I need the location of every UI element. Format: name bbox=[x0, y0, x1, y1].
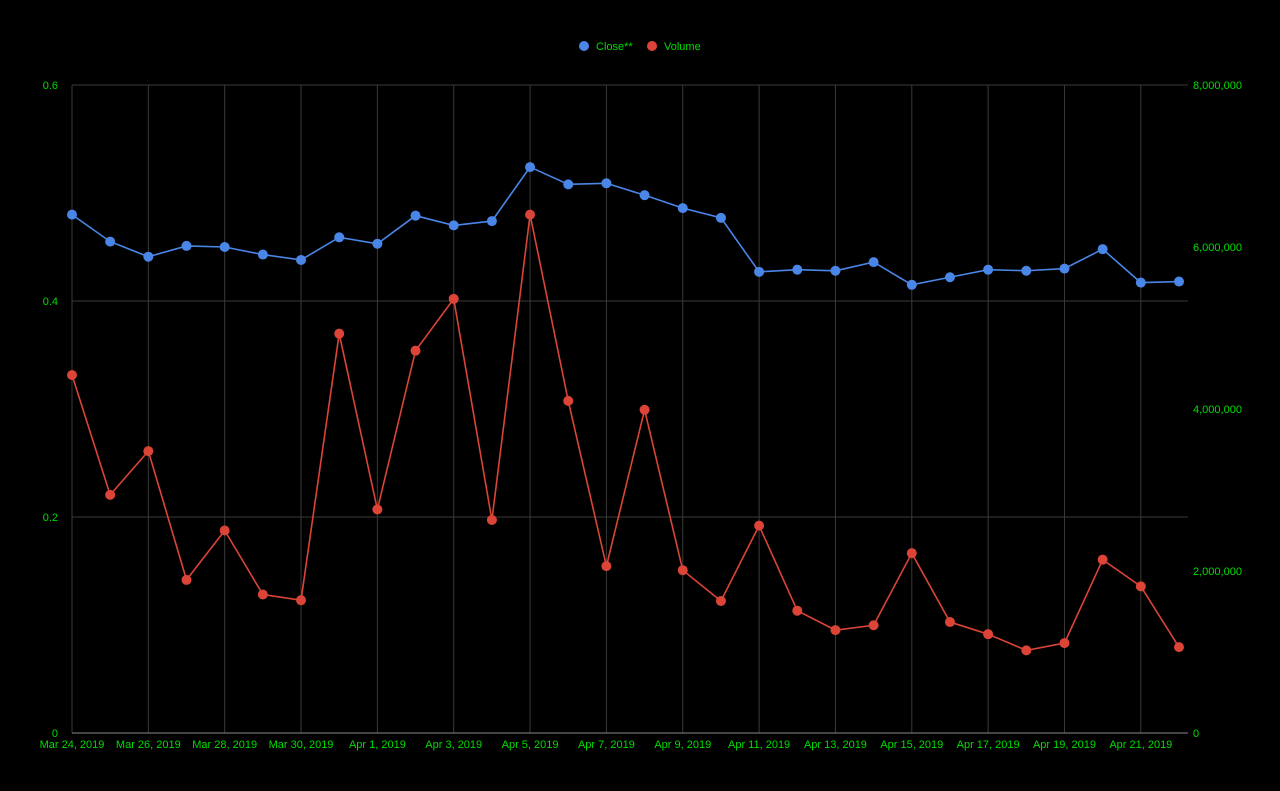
data-point[interactable] bbox=[1021, 645, 1032, 656]
x-tick-label: Apr 13, 2019 bbox=[804, 739, 867, 751]
x-tick-label: Mar 26, 2019 bbox=[116, 739, 181, 751]
data-point[interactable] bbox=[410, 210, 421, 221]
data-point[interactable] bbox=[105, 489, 116, 500]
data-point[interactable] bbox=[67, 209, 77, 220]
data-point[interactable] bbox=[143, 251, 154, 262]
data-point[interactable] bbox=[410, 345, 421, 356]
y-left-tick-label: 0.6 bbox=[43, 80, 58, 92]
data-point[interactable] bbox=[868, 257, 879, 268]
left-y-axis: 0 0.2 0.4 0.6 bbox=[43, 80, 58, 740]
y-right-tick-label: 6,000,000 bbox=[1193, 242, 1242, 254]
data-point[interactable] bbox=[677, 203, 688, 214]
x-tick-label: Mar 30, 2019 bbox=[269, 739, 334, 751]
data-point[interactable] bbox=[448, 293, 459, 304]
y-right-tick-label: 2,000,000 bbox=[1193, 566, 1242, 578]
data-point[interactable] bbox=[601, 561, 612, 572]
grid-lines bbox=[71, 84, 1188, 734]
data-point[interactable] bbox=[334, 232, 345, 243]
data-point[interactable] bbox=[219, 525, 230, 536]
data-point[interactable] bbox=[1135, 581, 1146, 592]
data-point[interactable] bbox=[105, 236, 116, 247]
data-point[interactable] bbox=[792, 605, 803, 616]
x-tick-label: Apr 19, 2019 bbox=[1033, 739, 1096, 751]
x-tick-label: Apr 1, 2019 bbox=[349, 739, 406, 751]
legend-label: Volume bbox=[664, 41, 701, 53]
data-point[interactable] bbox=[1097, 244, 1108, 255]
data-point[interactable] bbox=[257, 589, 268, 600]
data-point[interactable] bbox=[1174, 642, 1184, 653]
legend-label: Close** bbox=[596, 41, 633, 53]
data-point[interactable] bbox=[830, 625, 841, 636]
x-tick-label: Apr 21, 2019 bbox=[1109, 739, 1172, 751]
data-point[interactable] bbox=[1059, 638, 1070, 649]
data-point[interactable] bbox=[715, 212, 726, 223]
data-point[interactable] bbox=[906, 548, 917, 559]
data-point[interactable] bbox=[677, 565, 688, 576]
data-point[interactable] bbox=[486, 514, 497, 525]
data-point[interactable] bbox=[639, 190, 650, 201]
data-point[interactable] bbox=[601, 178, 612, 189]
data-point[interactable] bbox=[448, 220, 459, 231]
x-tick-label: Apr 11, 2019 bbox=[728, 739, 790, 751]
x-tick-label: Apr 5, 2019 bbox=[502, 739, 559, 751]
data-point[interactable] bbox=[715, 595, 726, 606]
data-point[interactable] bbox=[983, 629, 994, 640]
data-point[interactable] bbox=[67, 369, 77, 380]
x-tick-label: Apr 7, 2019 bbox=[578, 739, 635, 751]
data-point[interactable] bbox=[563, 179, 574, 190]
data-point[interactable] bbox=[525, 209, 536, 220]
series-layer bbox=[67, 162, 1184, 656]
data-point[interactable] bbox=[754, 520, 765, 531]
data-point[interactable] bbox=[1059, 263, 1070, 274]
y-right-tick-label: 8,000,000 bbox=[1193, 80, 1242, 92]
data-point[interactable] bbox=[792, 264, 803, 275]
data-point[interactable] bbox=[372, 238, 383, 249]
series-line bbox=[71, 166, 1180, 286]
x-tick-label: Mar 28, 2019 bbox=[192, 739, 257, 751]
y-left-tick-label: 0 bbox=[52, 728, 58, 740]
y-right-tick-label: 4,000,000 bbox=[1193, 404, 1242, 416]
data-point[interactable] bbox=[1097, 554, 1108, 565]
y-left-tick-label: 0.2 bbox=[43, 512, 58, 524]
data-point[interactable] bbox=[525, 162, 536, 173]
series-2 bbox=[67, 209, 1184, 656]
data-point[interactable] bbox=[372, 504, 383, 515]
data-point[interactable] bbox=[296, 254, 307, 265]
data-point[interactable] bbox=[486, 216, 497, 227]
x-axis: Mar 24, 2019 Mar 26, 2019 Mar 28, 2019 Mar … bbox=[40, 739, 1173, 751]
data-point[interactable] bbox=[181, 574, 192, 585]
series-1 bbox=[67, 162, 1184, 290]
data-point[interactable] bbox=[983, 264, 994, 275]
data-point[interactable] bbox=[143, 446, 154, 457]
data-point[interactable] bbox=[944, 272, 955, 283]
data-point[interactable] bbox=[563, 395, 574, 406]
y-right-tick-label: 0 bbox=[1193, 728, 1199, 740]
data-point[interactable] bbox=[830, 265, 841, 276]
data-point[interactable] bbox=[219, 242, 230, 252]
y-left-tick-label: 0.4 bbox=[43, 296, 58, 308]
data-point[interactable] bbox=[944, 617, 955, 628]
data-point[interactable] bbox=[257, 249, 268, 260]
right-y-axis: 0 2,000,000 4,000,000 6,000,000 8,000,000 bbox=[1193, 80, 1242, 740]
data-point[interactable] bbox=[1174, 276, 1184, 287]
data-point[interactable] bbox=[1021, 265, 1032, 276]
legend: Close** Volume bbox=[579, 41, 701, 53]
data-point[interactable] bbox=[296, 595, 307, 606]
legend-marker bbox=[579, 41, 589, 51]
series-line bbox=[71, 214, 1180, 652]
x-tick-label: Apr 17, 2019 bbox=[957, 739, 1020, 751]
data-point[interactable] bbox=[181, 240, 192, 251]
x-tick-label: Apr 15, 2019 bbox=[880, 739, 943, 751]
x-tick-label: Mar 24, 2019 bbox=[40, 739, 105, 751]
data-point[interactable] bbox=[906, 279, 917, 290]
data-point[interactable] bbox=[639, 404, 650, 415]
data-point[interactable] bbox=[1135, 277, 1146, 288]
legend-marker bbox=[647, 41, 657, 51]
data-point[interactable] bbox=[754, 266, 765, 277]
x-tick-label: Apr 3, 2019 bbox=[425, 739, 482, 751]
data-point[interactable] bbox=[334, 328, 345, 339]
data-point[interactable] bbox=[868, 620, 879, 631]
x-tick-label: Apr 9, 2019 bbox=[654, 739, 711, 751]
